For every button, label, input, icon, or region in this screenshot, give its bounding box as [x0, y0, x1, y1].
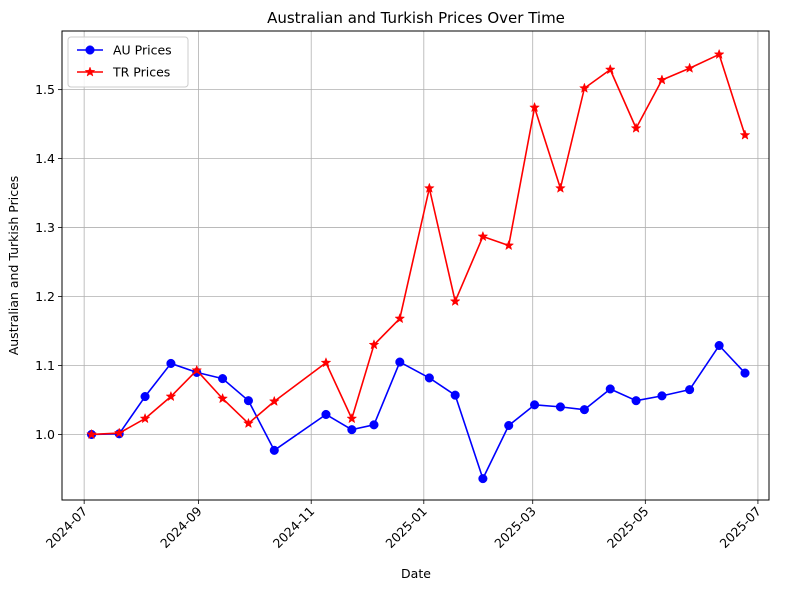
data-point: [423, 182, 435, 193]
series-tr-prices: [86, 48, 751, 440]
data-point: [395, 357, 405, 367]
x-tick-label: 2025-03: [491, 504, 539, 552]
data-point: [684, 62, 696, 73]
data-point: [347, 425, 357, 435]
data-point: [477, 230, 489, 242]
data-point: [657, 391, 667, 401]
x-tick-label: 2024-07: [43, 504, 91, 552]
data-point: [630, 122, 642, 133]
x-axis-ticks: 2024-07 2024-09 2024-11 2025-01 2025-03 2025-…: [43, 500, 764, 551]
data-point: [394, 312, 406, 324]
data-point: [321, 409, 331, 420]
data-point: [449, 295, 461, 306]
data-point: [554, 182, 566, 193]
data-point: [605, 384, 615, 394]
data-point: [739, 129, 751, 140]
y-tick-label: 1.0: [35, 427, 55, 442]
legend-marker: [85, 45, 95, 55]
plot-frame: [61, 30, 770, 501]
data-point: [368, 339, 380, 350]
data-point: [369, 420, 379, 430]
chart-title: Australian and Turkish Prices Over Time: [267, 9, 565, 27]
y-tick-label: 1.3: [35, 220, 55, 235]
data-point: [579, 405, 589, 415]
data-point: [529, 101, 540, 113]
series-line: [91, 53, 746, 436]
data-point: [631, 396, 641, 406]
data-point: [320, 357, 332, 368]
series-layer: [86, 48, 751, 484]
data-point: [268, 395, 280, 406]
data-point: [113, 427, 125, 438]
legend-label: TR Prices: [112, 65, 170, 80]
y-tick-label: 1.4: [35, 151, 55, 166]
data-point: [139, 412, 151, 424]
data-point: [450, 390, 460, 400]
data-point: [346, 412, 358, 424]
data-point: [243, 396, 253, 406]
x-tick-label: 2024-11: [270, 504, 318, 552]
data-point: [86, 428, 97, 440]
data-point: [530, 400, 540, 410]
x-tick-label: 2025-07: [717, 504, 765, 552]
data-point: [269, 445, 279, 455]
data-point: [740, 368, 750, 378]
data-point: [604, 63, 616, 75]
x-tick-label: 2025-05: [604, 504, 652, 552]
data-point: [165, 390, 177, 402]
y-axis-label: Australian and Turkish Prices: [6, 176, 21, 356]
legend-marker: [84, 66, 96, 77]
data-point: [504, 420, 514, 431]
data-point: [217, 392, 229, 404]
data-point: [656, 74, 668, 85]
x-tick-label: 2024-09: [157, 503, 205, 551]
legend-label: AU Prices: [113, 43, 172, 58]
data-point: [243, 417, 254, 429]
grid: [62, 31, 769, 500]
data-point: [555, 402, 565, 412]
data-point: [685, 385, 695, 395]
data-point: [166, 358, 176, 368]
x-tick-label: 2025-01: [382, 504, 430, 552]
series-au-prices: [86, 340, 750, 484]
y-tick-label: 1.5: [35, 82, 55, 97]
data-point: [424, 373, 434, 383]
data-point: [140, 391, 150, 402]
x-axis-label: Date: [401, 566, 431, 581]
y-tick-label: 1.2: [35, 289, 55, 304]
data-point: [478, 474, 488, 484]
data-point: [191, 364, 203, 375]
y-tick-label: 1.1: [35, 358, 55, 373]
data-point: [218, 374, 228, 384]
data-point: [713, 48, 725, 60]
data-point: [503, 239, 515, 251]
data-point: [714, 340, 724, 351]
legend: AU Prices TR Prices: [67, 36, 189, 88]
data-point: [578, 82, 590, 93]
y-axis-ticks: 1.0 1.1 1.2 1.3 1.4 1.5: [35, 82, 62, 442]
